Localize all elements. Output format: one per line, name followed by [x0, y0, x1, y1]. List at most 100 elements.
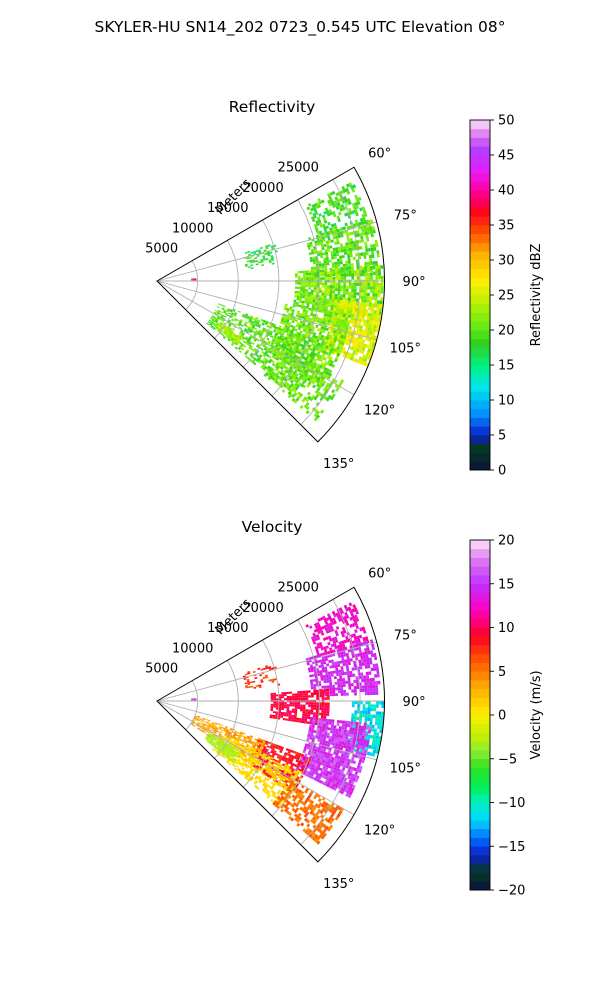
- echo-cell: [279, 356, 283, 361]
- echo-cell: [304, 817, 309, 822]
- echo-cell: [358, 338, 363, 343]
- echo-cell: [191, 279, 194, 281]
- echo-cell: [332, 311, 336, 316]
- echo-cell: [337, 314, 341, 318]
- echo-cell: [286, 333, 290, 337]
- echo-cell: [276, 330, 280, 334]
- echo-cell: [241, 747, 245, 751]
- echo-cell: [340, 267, 344, 272]
- echo-cell: [336, 678, 340, 682]
- echo-cell: [340, 687, 344, 691]
- echo-cell: [297, 697, 301, 701]
- echo-cell: [288, 815, 293, 820]
- echo-cell: [326, 613, 331, 618]
- echo-cell: [257, 249, 261, 252]
- echo-cell: [358, 738, 362, 743]
- echo-cell: [320, 375, 325, 380]
- echo-cell: [241, 337, 245, 341]
- echo-cell: [361, 315, 365, 320]
- echo-cell: [328, 369, 333, 374]
- colorbar-tick-label: 45: [498, 149, 515, 164]
- echo-cell: [281, 333, 285, 337]
- echo-cell: [324, 360, 328, 365]
- echo-cell: [271, 764, 276, 768]
- echo-cell: [259, 768, 264, 773]
- echo-cell: [316, 231, 320, 235]
- echo-cell: [341, 723, 345, 727]
- echo-cell: [296, 342, 301, 346]
- echo-cell: [326, 212, 331, 217]
- colorbar-band: [470, 163, 490, 173]
- echo-cell: [262, 256, 266, 260]
- echo-cell: [320, 241, 324, 245]
- echo-cell: [270, 694, 274, 697]
- echo-cell: [318, 331, 323, 335]
- echo-cell: [298, 752, 302, 756]
- echo-cell: [354, 201, 358, 207]
- echo-cell: [353, 716, 357, 720]
- echo-cell: [291, 767, 295, 772]
- echo-cell: [261, 750, 265, 754]
- angular-gridline: [156, 280, 355, 396]
- echo-cell: [377, 739, 381, 744]
- echo-cell: [294, 372, 299, 377]
- echo-cell: [248, 256, 252, 259]
- echo-cell: [348, 266, 352, 270]
- echo-cell: [313, 343, 317, 348]
- echo-cell: [333, 780, 338, 785]
- echo-cell: [233, 313, 237, 316]
- echo-cell: [270, 709, 274, 712]
- echo-cell: [348, 291, 352, 295]
- echo-cell: [310, 766, 314, 771]
- echo-cell: [244, 776, 248, 780]
- echo-cell: [314, 347, 319, 352]
- echo-cell: [299, 291, 303, 294]
- echo-cell: [220, 315, 224, 318]
- echo-cell: [312, 297, 316, 300]
- echo-cell: [315, 654, 319, 658]
- echo-cell: [265, 788, 269, 792]
- echo-cell: [270, 256, 274, 260]
- echo-cell: [219, 740, 223, 743]
- echo-cell: [311, 674, 315, 677]
- echo-cell: [355, 721, 359, 726]
- echo-cell: [297, 332, 302, 336]
- echo-cell: [282, 718, 286, 721]
- echo-cell: [194, 716, 197, 719]
- echo-cell: [308, 282, 312, 285]
- colorbar-band: [470, 295, 490, 305]
- echo-cell: [335, 288, 338, 292]
- echo-cell: [309, 301, 313, 305]
- echo-cell: [216, 306, 220, 309]
- echo-cell: [326, 761, 331, 766]
- echo-cell: [329, 211, 333, 216]
- echo-cell: [218, 328, 222, 332]
- echo-cell: [329, 293, 333, 297]
- echo-cell: [214, 730, 217, 733]
- echo-cell: [233, 334, 237, 338]
- echo-cell: [315, 324, 319, 329]
- echo-cell: [223, 748, 227, 752]
- echo-cell: [312, 836, 317, 842]
- echo-cell: [333, 308, 337, 312]
- echo-cell: [356, 265, 360, 270]
- echo-cell: [331, 719, 335, 723]
- echo-cell: [375, 275, 379, 280]
- echo-cell: [340, 790, 345, 795]
- echo-cell: [281, 358, 285, 362]
- echo-cell: [249, 755, 253, 759]
- echo-cell: [248, 751, 252, 755]
- echo-cell: [295, 339, 299, 343]
- echo-cell: [332, 782, 336, 787]
- echo-cell: [213, 725, 217, 728]
- echo-cell: [239, 732, 243, 736]
- echo-cell: [324, 306, 329, 310]
- echo-cell: [277, 760, 281, 764]
- echo-cell: [317, 776, 322, 780]
- echo-cell: [335, 742, 339, 747]
- echo-cell: [263, 362, 267, 366]
- echo-cell: [299, 757, 304, 761]
- echo-cell: [361, 318, 365, 323]
- echo-cell: [351, 323, 356, 328]
- echo-cell: [364, 362, 369, 367]
